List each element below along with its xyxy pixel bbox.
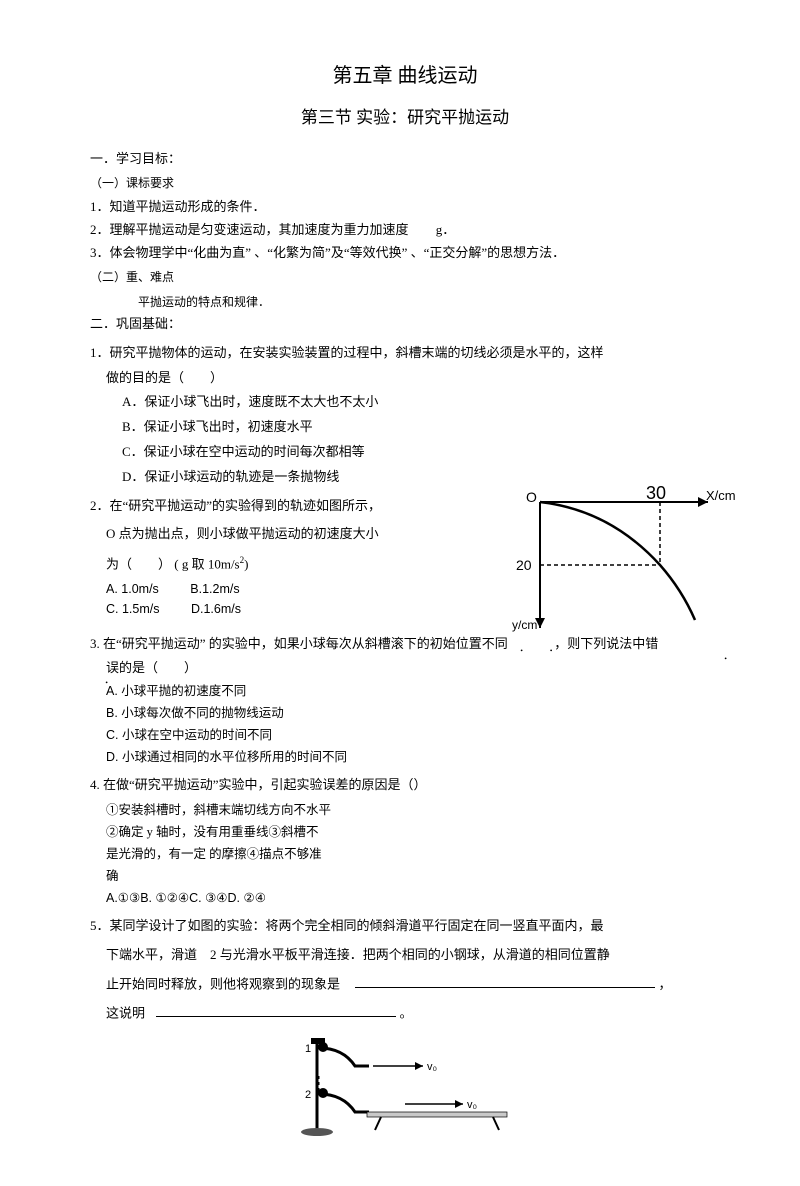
q2-option-b: B.1.2m/s [190,582,239,596]
svg-text:2: 2 [305,1089,311,1101]
q5-blank-2 [156,1003,396,1017]
question-4: 4. 在做“研究平抛运动”实验中，引起实验误差的原因是（） ①安装斜槽时，斜槽末… [90,775,720,908]
q5-v0-2: v₀ [467,1099,477,1111]
chapter-title: 第五章 曲线运动 [90,60,720,92]
goal-2: 2．理解平抛运动是匀变速运动，其加速度为重力加速度 g． [90,220,720,241]
q4-line-4: 确 [106,866,720,886]
q5-v0-1: v₀ [427,1061,437,1073]
q2-graph: O 30 X/cm 20 y/cm [510,480,750,647]
q2-graph-ylabel: y/cm [512,616,537,635]
q3-option-d: D. 小球通过相同的水平位移所用的时间不同 [106,747,720,767]
q3-option-c: C. 小球在空中运动的时间不同 [106,725,720,745]
section-1-sub2: （二）重、难点 [90,268,720,287]
q4-line-2: ②确定 y 轴时，没有用重垂线③斜槽不 [106,822,720,842]
key-point-text: 平抛运动的特点和规律． [138,293,720,312]
q3-option-a: A. 小球平抛的初速度不同 [106,681,720,701]
q1-stem-1: 1．研究平抛物体的运动，在安装实验装置的过程中，斜槽末端的切线必须是水平的，这样 [90,343,720,364]
goal-3: 3．体会物理学中“化曲为直” 、“化繁为简”及“等效代换” 、“正交分解”的思想… [90,243,720,264]
q2-graph-origin: O [526,486,537,508]
q2-option-a: A. 1.0m/s [106,582,159,596]
q4-options: A.①③B. ①②④C. ③④D. ②④ [106,888,720,908]
q2-stem-3b: ) [244,556,248,571]
q1-option-a: A．保证小球飞出时，速度既不太大也不太小 [122,392,720,413]
q5-stem-4b: 。 [400,1005,413,1020]
q4-line-1: ①安装斜槽时，斜槽末端切线方向不水平 [106,800,720,820]
goals-list: 1．知道平抛运动形成的条件． 2．理解平抛运动是匀变速运动，其加速度为重力加速度… [90,197,720,263]
q3-stem: 3. 在“研究平抛运动” 的实验中，如果小球每次从斜槽滚下的初始位置不同 ．． … [90,634,720,655]
question-1: 1．研究平抛物体的运动，在安装实验装置的过程中，斜槽末端的切线必须是水平的，这样… [90,343,720,488]
q5-stem-3a: 止开始同时释放，则他将观察到的现象是 [106,976,340,991]
section-title: 第三节 实验：研究平抛运动 [90,104,720,131]
q1-stem-2: 做的目的是（ ） [106,368,720,389]
q1-option-b: B．保证小球飞出时，初速度水平 [122,417,720,438]
svg-text:1: 1 [305,1043,311,1055]
q5-stem-4: 这说明 。 [106,1003,720,1024]
q4-stem: 4. 在做“研究平抛运动”实验中，引起实验误差的原因是（） [90,775,720,796]
section-1-heading: 一．学习目标： [90,149,720,170]
question-5: 5．某同学设计了如图的实验：将两个完全相同的倾斜滑道平行固定在同一竖直平面内，最… [90,916,720,1149]
q3-dot-r: ． [723,648,734,666]
q2-graph-y20: 20 [516,554,532,576]
q2-option-c: C. 1.5m/s [106,602,160,616]
q2-stem-3a: 为（ ） ( g 取 10m/s [106,556,240,571]
q5-stem-4a: 这说明 [106,1005,145,1020]
question-3: 3. 在“研究平抛运动” 的实验中，如果小球每次从斜槽滚下的初始位置不同 ．． … [90,634,720,768]
q5-blank-1 [355,974,655,988]
q3-stem-a: 3. 在“研究平抛运动” 的实验中，如果小球每次从斜槽滚下的初始位置不同 [90,636,508,651]
q5-stem-1: 5．某同学设计了如图的实验：将两个完全相同的倾斜滑道平行固定在同一竖直平面内，最 [90,916,720,937]
section-2-heading: 二．巩固基础： [90,314,720,335]
q2-graph-xlabel: X/cm [706,486,736,507]
q1-option-c: C．保证小球在空中运动的时间每次都相等 [122,442,720,463]
goal-2b: g． [436,222,456,237]
goal-2a: 2．理解平抛运动是匀变速运动，其加速度为重力加速度 [90,222,409,237]
goal-1: 1．知道平抛运动形成的条件． [90,197,720,218]
q2-graph-x30: 30 [646,479,666,508]
q2-option-d: D.1.6m/s [191,602,241,616]
q5-stem-3b: ， [659,976,672,991]
q5-stem-2: 下端水平，滑道 2 与光滑水平板平滑连接．把两个相同的小钢球，从滑道的相同位置静 [106,945,720,966]
q5-stem-3: 止开始同时释放，则他将观察到的现象是 ， [106,974,720,995]
section-1-sub1: （一）课标要求 [90,174,720,193]
question-2: O 30 X/cm 20 y/cm 2．在“研究平抛运动”的实验得到的轨迹如图所… [90,496,720,626]
q4-line-3: 是光滑的，有一定 的摩擦④描点不够准 [106,844,720,864]
q5-figure: 1 v₀ 2 v₀ [90,1032,720,1149]
q3-option-b: B. 小球每次做不同的抛物线运动 [106,703,720,723]
q3-dot-l: ． [104,672,115,690]
q3-dots: ．． [519,640,584,658]
q3-stem-c: 误的是（ ） [106,660,197,675]
